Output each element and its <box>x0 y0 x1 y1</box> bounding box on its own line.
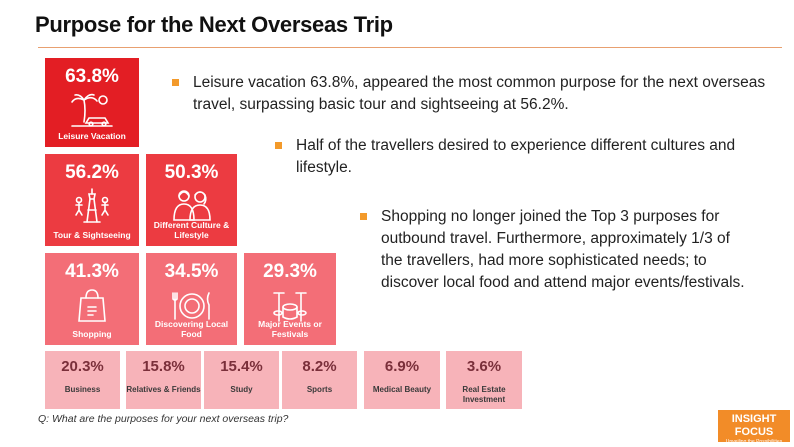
value-label: 3.6% <box>466 358 502 375</box>
bullet-point: Shopping no longer joined the Top 3 purp… <box>360 206 755 294</box>
purpose-tile: 6.9% Medical Beauty <box>364 351 440 409</box>
purpose-tile: 56.2% Tour & Sightseeing <box>45 154 139 246</box>
bullet-text: Leisure vacation 63.8%, appeared the mos… <box>193 74 766 113</box>
category-label: Discovering Local Food <box>154 319 229 339</box>
purpose-tile: 50.3% Different Culture & Lifestyle <box>146 154 237 246</box>
logo-text: INSIGHT FOCUS <box>731 413 777 438</box>
value-label: 6.9% <box>384 358 420 375</box>
food-plate-icon <box>170 287 214 323</box>
value-label: 56.2% <box>65 162 119 183</box>
tower-icon <box>70 188 114 224</box>
value-label: 8.2% <box>302 358 337 375</box>
category-label: Tour & Sightseeing <box>53 230 131 240</box>
purpose-tile: 20.3% Business <box>45 351 120 409</box>
value-label: 34.5% <box>164 261 219 282</box>
value-label: 29.3% <box>263 261 317 282</box>
category-label: Study <box>230 385 253 394</box>
bullet-point: Half of the travellers desired to experi… <box>275 135 745 179</box>
value-label: 41.3% <box>65 261 119 282</box>
value-label: 50.3% <box>164 162 219 183</box>
category-label: Real Estate Investment <box>462 385 506 404</box>
bullet-square-icon <box>360 213 367 220</box>
category-label: Shopping <box>72 329 112 339</box>
value-label: 15.4% <box>220 358 263 375</box>
category-label: Relatives & Friends <box>126 385 201 394</box>
company-logo: INSIGHT FOCUS Unveiling the Possibilitie… <box>718 410 790 445</box>
shopping-bag-icon <box>70 287 114 323</box>
bullet-square-icon <box>275 142 282 149</box>
purpose-tile: 15.8% Relatives & Friends <box>126 351 201 409</box>
category-label: Different Culture & Lifestyle <box>153 220 230 240</box>
bullet-text: Half of the travellers desired to experi… <box>296 137 736 176</box>
purpose-tile: 3.6% Real Estate Investment <box>446 351 522 409</box>
beach-palm-icon <box>70 92 114 128</box>
category-label: Sports <box>306 385 333 394</box>
drums-icon <box>268 287 312 323</box>
purpose-tile: 34.5% Discovering Local Food <box>146 253 237 345</box>
purpose-tile: 8.2% Sports <box>282 351 357 409</box>
bullet-text: Shopping no longer joined the Top 3 purp… <box>381 208 745 291</box>
purpose-tile: 41.3% Shopping <box>45 253 139 345</box>
category-label: Business <box>64 385 101 394</box>
logo-tagline: Unveiling the Possibilities <box>725 439 783 445</box>
purpose-tile: 63.8% Leisure Vacation <box>45 58 139 147</box>
value-label: 15.8% <box>142 358 185 375</box>
purpose-tile: 15.4% Study <box>204 351 279 409</box>
value-label: 63.8% <box>65 66 119 87</box>
category-label: Major Events or Festivals <box>258 319 322 339</box>
category-label: Leisure Vacation <box>58 131 126 141</box>
title-divider <box>38 47 782 48</box>
category-label: Medical Beauty <box>372 385 432 394</box>
people-icon <box>170 188 214 224</box>
survey-question: Q: What are the purposes for your next o… <box>38 413 289 425</box>
bullet-point: Leisure vacation 63.8%, appeared the mos… <box>172 72 772 116</box>
purpose-tile: 29.3% Major Events or Festivals <box>244 253 336 345</box>
bullet-square-icon <box>172 79 179 86</box>
value-label: 20.3% <box>61 358 104 375</box>
slide-title: Purpose for the Next Overseas Trip <box>35 12 393 37</box>
